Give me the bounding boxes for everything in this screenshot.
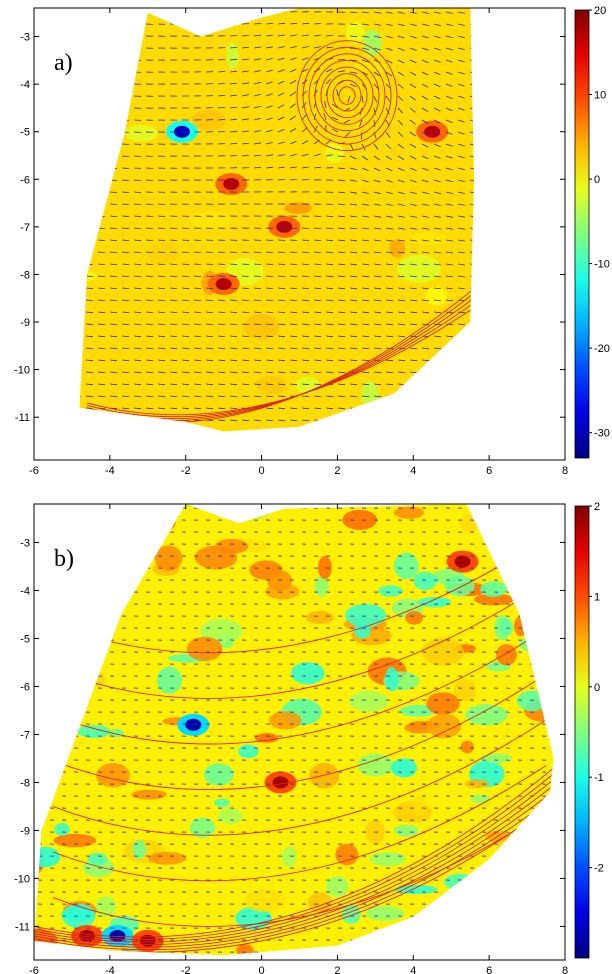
x-tick-label: 6 — [486, 965, 492, 974]
y-tick-label: -10 — [14, 873, 30, 885]
colorbar-tick-label: 0 — [594, 174, 600, 186]
y-tick-label: -8 — [20, 269, 30, 281]
vorticity-field — [79, 8, 474, 432]
x-tick-label: 0 — [259, 465, 265, 477]
plot-frame — [33, 503, 566, 961]
colorbar-tick-label: 1 — [594, 591, 600, 603]
panel-label: b) — [54, 546, 74, 572]
y-tick-label: -9 — [20, 317, 30, 329]
panel-label: a) — [54, 50, 73, 76]
y-tick-label: -5 — [20, 127, 30, 139]
colorbar-tick-label: 0 — [594, 682, 600, 694]
colorbar-tick-label: 10 — [594, 90, 606, 102]
y-tick-label: -4 — [20, 585, 30, 597]
y-tick-label: -10 — [14, 365, 30, 377]
x-tick-label: -6 — [29, 465, 39, 477]
x-tick-label: 8 — [562, 965, 568, 974]
y-tick-label: -11 — [15, 921, 30, 933]
x-tick-label: 4 — [410, 965, 416, 974]
colorbar-tick-label: -30 — [594, 428, 610, 440]
x-tick-label: 4 — [410, 465, 416, 477]
y-tick-label: -8 — [20, 777, 30, 789]
colorbar-tick-label: -10 — [594, 259, 610, 271]
y-tick-label: -6 — [20, 681, 30, 693]
vorticity-field — [34, 504, 554, 956]
x-tick-label: -6 — [29, 965, 39, 974]
colorbar-tick-label: -1 — [594, 772, 604, 784]
y-tick-label: -7 — [20, 222, 30, 234]
colorbar: 20 10 0 -10 -20 -30 — [574, 5, 610, 459]
y-tick-label: -4 — [20, 79, 30, 91]
x-tick-label: 0 — [259, 965, 265, 974]
x-tick-label: -2 — [181, 465, 191, 477]
x-tick-label: -2 — [181, 965, 191, 974]
y-tick-label: -9 — [20, 825, 30, 837]
colorbar-tick-label: -2 — [594, 863, 604, 875]
x-tick-label: 2 — [334, 965, 340, 974]
colorbar: 2 1 0 -1 -2 — [574, 501, 604, 959]
x-tick-label: -4 — [105, 965, 115, 974]
panel-a: -6 -4 -2 0 2 4 6 8-3-4-5-6-7-8-9-10-11a)20100-1… — [14, 5, 610, 477]
y-tick-label: -5 — [20, 633, 30, 645]
plot-frame — [33, 7, 566, 461]
panel-b: -6 -4 -2 0 2 4 6 8 -3 -4 -5 -6 -7 -8 -9 -10 -11 b) 2 1 0 -1 -2 — [14, 501, 604, 974]
y-tick-label: -6 — [20, 174, 30, 186]
y-tick-label: -7 — [20, 729, 30, 741]
y-tick-label: -3 — [20, 537, 30, 549]
x-tick-label: 2 — [334, 465, 340, 477]
colorbar-tick-label: 2 — [594, 501, 600, 513]
y-tick-label: -11 — [15, 412, 30, 424]
x-tick-label: 8 — [562, 465, 568, 477]
y-tick-label: -3 — [20, 32, 30, 44]
x-tick-label: -4 — [105, 465, 115, 477]
colorbar-tick-label: 20 — [594, 5, 606, 17]
x-tick-label: 6 — [486, 465, 492, 477]
colorbar-tick-label: -20 — [594, 343, 610, 355]
